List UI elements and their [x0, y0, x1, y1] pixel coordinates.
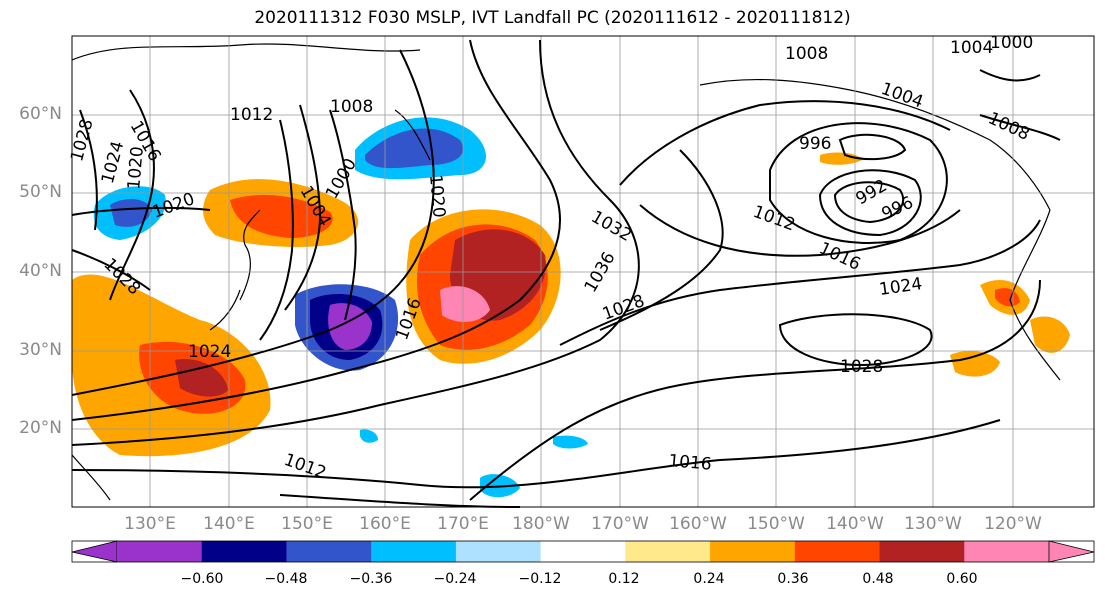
colorbar-segment	[794, 541, 881, 562]
lon-label: 170°W	[591, 514, 649, 534]
lat-label: 20°N	[19, 418, 62, 438]
colorbar-segment	[879, 541, 965, 562]
lon-label: 160°E	[359, 514, 411, 534]
contour-label: 1008	[785, 44, 828, 64]
colorbar-tick-label: 0.12	[608, 571, 640, 587]
contour-label: 1028	[840, 357, 883, 377]
contour-label: 1020	[124, 146, 148, 191]
colorbar-tick-label: −0.24	[433, 571, 477, 587]
colorbar-tick-label: −0.12	[518, 571, 562, 587]
contour-label: 1016	[668, 451, 713, 475]
colorbar-segment	[710, 541, 796, 562]
colorbar-tick-label: 0.60	[946, 571, 978, 587]
colorbar-segment	[371, 541, 457, 562]
colorbar-frame	[71, 540, 1095, 563]
colorbar-tick-label: −0.36	[349, 571, 393, 587]
lon-label: 130°E	[124, 514, 176, 534]
contour-label: 1036	[581, 249, 620, 296]
coastlines	[71, 43, 1061, 501]
contour-label: 996	[799, 134, 831, 154]
contour-label: 1024	[188, 342, 231, 362]
colorbar-high-extension	[1048, 540, 1095, 563]
contour-label: 1012	[230, 105, 273, 125]
colorbar-segment	[117, 541, 203, 562]
colorbar-tick-label: 0.36	[777, 571, 809, 587]
colorbar-tick-label: 0.24	[693, 571, 725, 587]
colorbar-segment	[964, 541, 1050, 562]
lat-label: 50°N	[19, 182, 62, 202]
graticule	[72, 36, 1094, 507]
lon-label: 120°W	[984, 514, 1042, 534]
lon-label: 170°E	[437, 514, 489, 534]
lon-label: 180°W	[512, 514, 570, 534]
colorbar-segments	[117, 541, 1050, 562]
contour-label: 1000	[322, 155, 361, 202]
contour-label: 1032	[588, 207, 635, 246]
contour-label: 1016	[816, 238, 864, 274]
colorbar-tick-label: −0.48	[264, 571, 308, 587]
map-frame	[71, 35, 1095, 508]
contour-label: 1000	[990, 33, 1033, 53]
lat-label: 40°N	[19, 261, 62, 281]
colorbar-tick-label: 0.48	[862, 571, 894, 587]
contour-label: 1012	[281, 450, 328, 484]
lon-label: 160°W	[669, 514, 727, 534]
lon-label: 140°W	[826, 514, 884, 534]
lon-label: 150°E	[281, 514, 333, 534]
colorbar	[71, 540, 1095, 563]
ivt-shading	[72, 117, 1070, 498]
contour-label: 1024	[98, 139, 129, 186]
contour-label: 1024	[878, 274, 924, 300]
colorbar-segment	[625, 541, 711, 562]
lat-label: 30°N	[19, 340, 62, 360]
colorbar-tick-label: −0.60	[180, 571, 224, 587]
colorbar-segment	[455, 541, 542, 562]
colorbar-segment	[540, 541, 626, 562]
lat-label: 60°N	[19, 104, 62, 124]
colorbar-segment	[286, 541, 372, 562]
contour-label: 1008	[330, 97, 373, 117]
colorbar-segment	[201, 541, 287, 562]
lon-label: 130°W	[904, 514, 962, 534]
colorbar-low-extension	[71, 540, 118, 563]
lon-label: 140°E	[203, 514, 255, 534]
map-title: 2020111312 F030 MSLP, IVT Landfall PC (2…	[254, 8, 851, 28]
contour-label: 1008	[985, 108, 1033, 144]
lon-label: 150°W	[747, 514, 805, 534]
contour-label: 1004	[950, 38, 993, 58]
contour-label: 1020	[425, 174, 449, 219]
